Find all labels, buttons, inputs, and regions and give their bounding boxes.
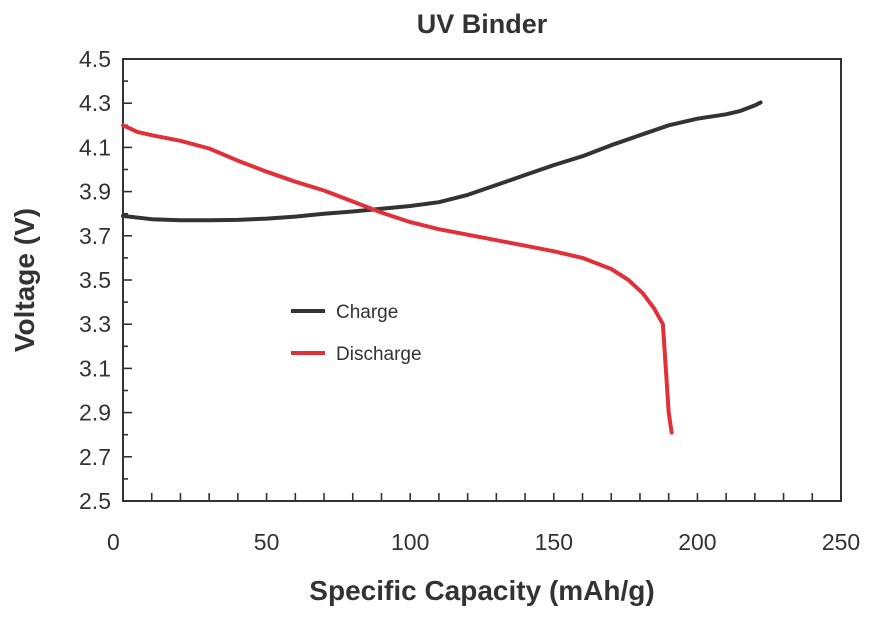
y-tick-label: 3.9 — [79, 179, 111, 205]
legend-label-charge: Charge — [336, 302, 398, 323]
x-tick-label: 150 — [535, 529, 573, 555]
legend-label-discharge: Discharge — [336, 344, 422, 365]
series-layer — [121, 100, 763, 435]
y-tick-label: 2.5 — [79, 488, 111, 514]
x-tick-label: 200 — [678, 529, 716, 555]
y-tick-label: 4.3 — [79, 90, 111, 116]
y-tick-label: 3.7 — [79, 223, 111, 249]
plot-frame — [122, 58, 842, 502]
y-tick-label: 3.1 — [79, 355, 111, 381]
x-axis: 0 50 100 150 200 250 — [107, 493, 860, 555]
chart-title: UV Binder — [417, 9, 548, 39]
x-tick-label: 250 — [822, 529, 860, 555]
y-tick-label: 4.5 — [79, 46, 111, 72]
y-tick-label: 3.5 — [79, 267, 111, 293]
x-tick-label: 0 — [107, 529, 120, 555]
y-axis-label: Voltage (V) — [9, 208, 40, 352]
x-tick-label: 50 — [254, 529, 280, 555]
x-axis-label: Specific Capacity (mAh/g) — [309, 575, 654, 606]
x-tick-label: 100 — [391, 529, 429, 555]
series-line-discharge — [121, 123, 674, 435]
y-tick-label: 3.3 — [79, 311, 111, 337]
y-axis: 2.5 2.7 2.9 3.1 3.3 3.5 3.7 3.9 4.1 4.3 4.5 — [79, 46, 132, 514]
legend: Charge Discharge — [291, 302, 422, 365]
y-tick-label: 2.7 — [79, 444, 111, 470]
series-line-charge — [121, 100, 763, 223]
y-tick-label: 4.1 — [79, 134, 111, 160]
y-tick-label: 2.9 — [79, 400, 111, 426]
